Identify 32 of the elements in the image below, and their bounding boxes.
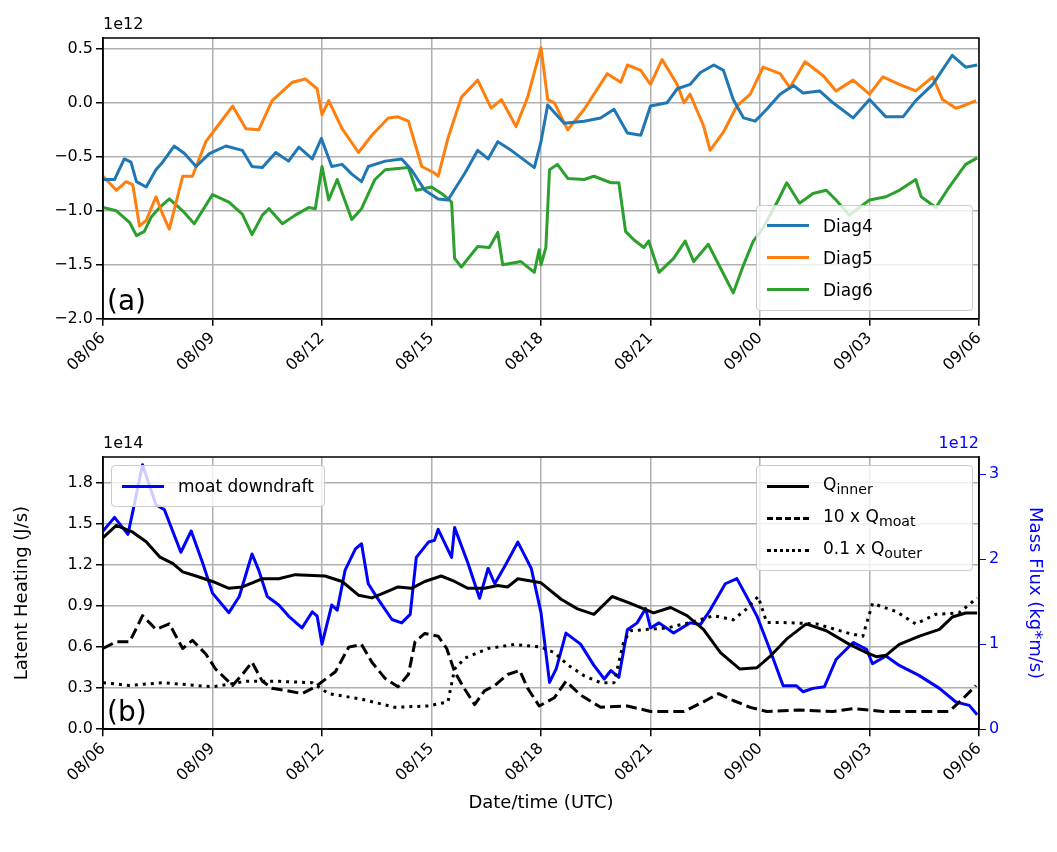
y-tick-label: 0.0 [67, 91, 93, 111]
legend-label: moat downdraft [178, 476, 314, 496]
text: 1e12 [938, 433, 979, 453]
y-tick-label: −1.5 [54, 253, 93, 273]
y2-tick-label: 0 [989, 718, 1000, 738]
text: 1e14 [103, 433, 144, 453]
annotation: (a) [107, 284, 147, 318]
y-tick-label: 0.0 [67, 718, 93, 738]
legend-label: Q$_{inner}$ [823, 474, 873, 498]
legend-label: 10 x Q$_{moat}$ [823, 506, 916, 530]
x-axis-title: Date/time (UTC) [468, 790, 614, 812]
y2-axis-title: Mass Flux (kg*m/s) [1025, 507, 1047, 680]
y-axis-title: Latent Heating (J/s) [10, 505, 32, 681]
y-tick-label: 0.9 [67, 595, 93, 615]
y-tick-label: −0.5 [54, 145, 93, 165]
y2-tick-label: 3 [989, 463, 1000, 483]
annotation: (b) [107, 694, 147, 728]
y-tick-label: 1.2 [67, 554, 93, 574]
legend-label: Diag4 [823, 215, 873, 236]
y-tick-label: 1.5 [67, 513, 93, 533]
y2-tick-label: 1 [989, 633, 1000, 653]
text: 1e12 [103, 14, 144, 34]
legend-label: Diag5 [823, 247, 873, 268]
y-tick-label: 0.6 [67, 636, 93, 656]
y2-tick-label: 2 [989, 548, 1000, 568]
y-tick-label: −1.0 [54, 199, 93, 219]
y-tick-label: −2.0 [54, 307, 93, 327]
y-tick-label: 0.5 [67, 37, 93, 57]
legend-label: Diag6 [823, 279, 873, 300]
legend-label: 0.1 x Q$_{outer}$ [823, 538, 923, 562]
y-tick-label: 1.8 [67, 472, 93, 492]
y-tick-label: 0.3 [67, 677, 93, 697]
